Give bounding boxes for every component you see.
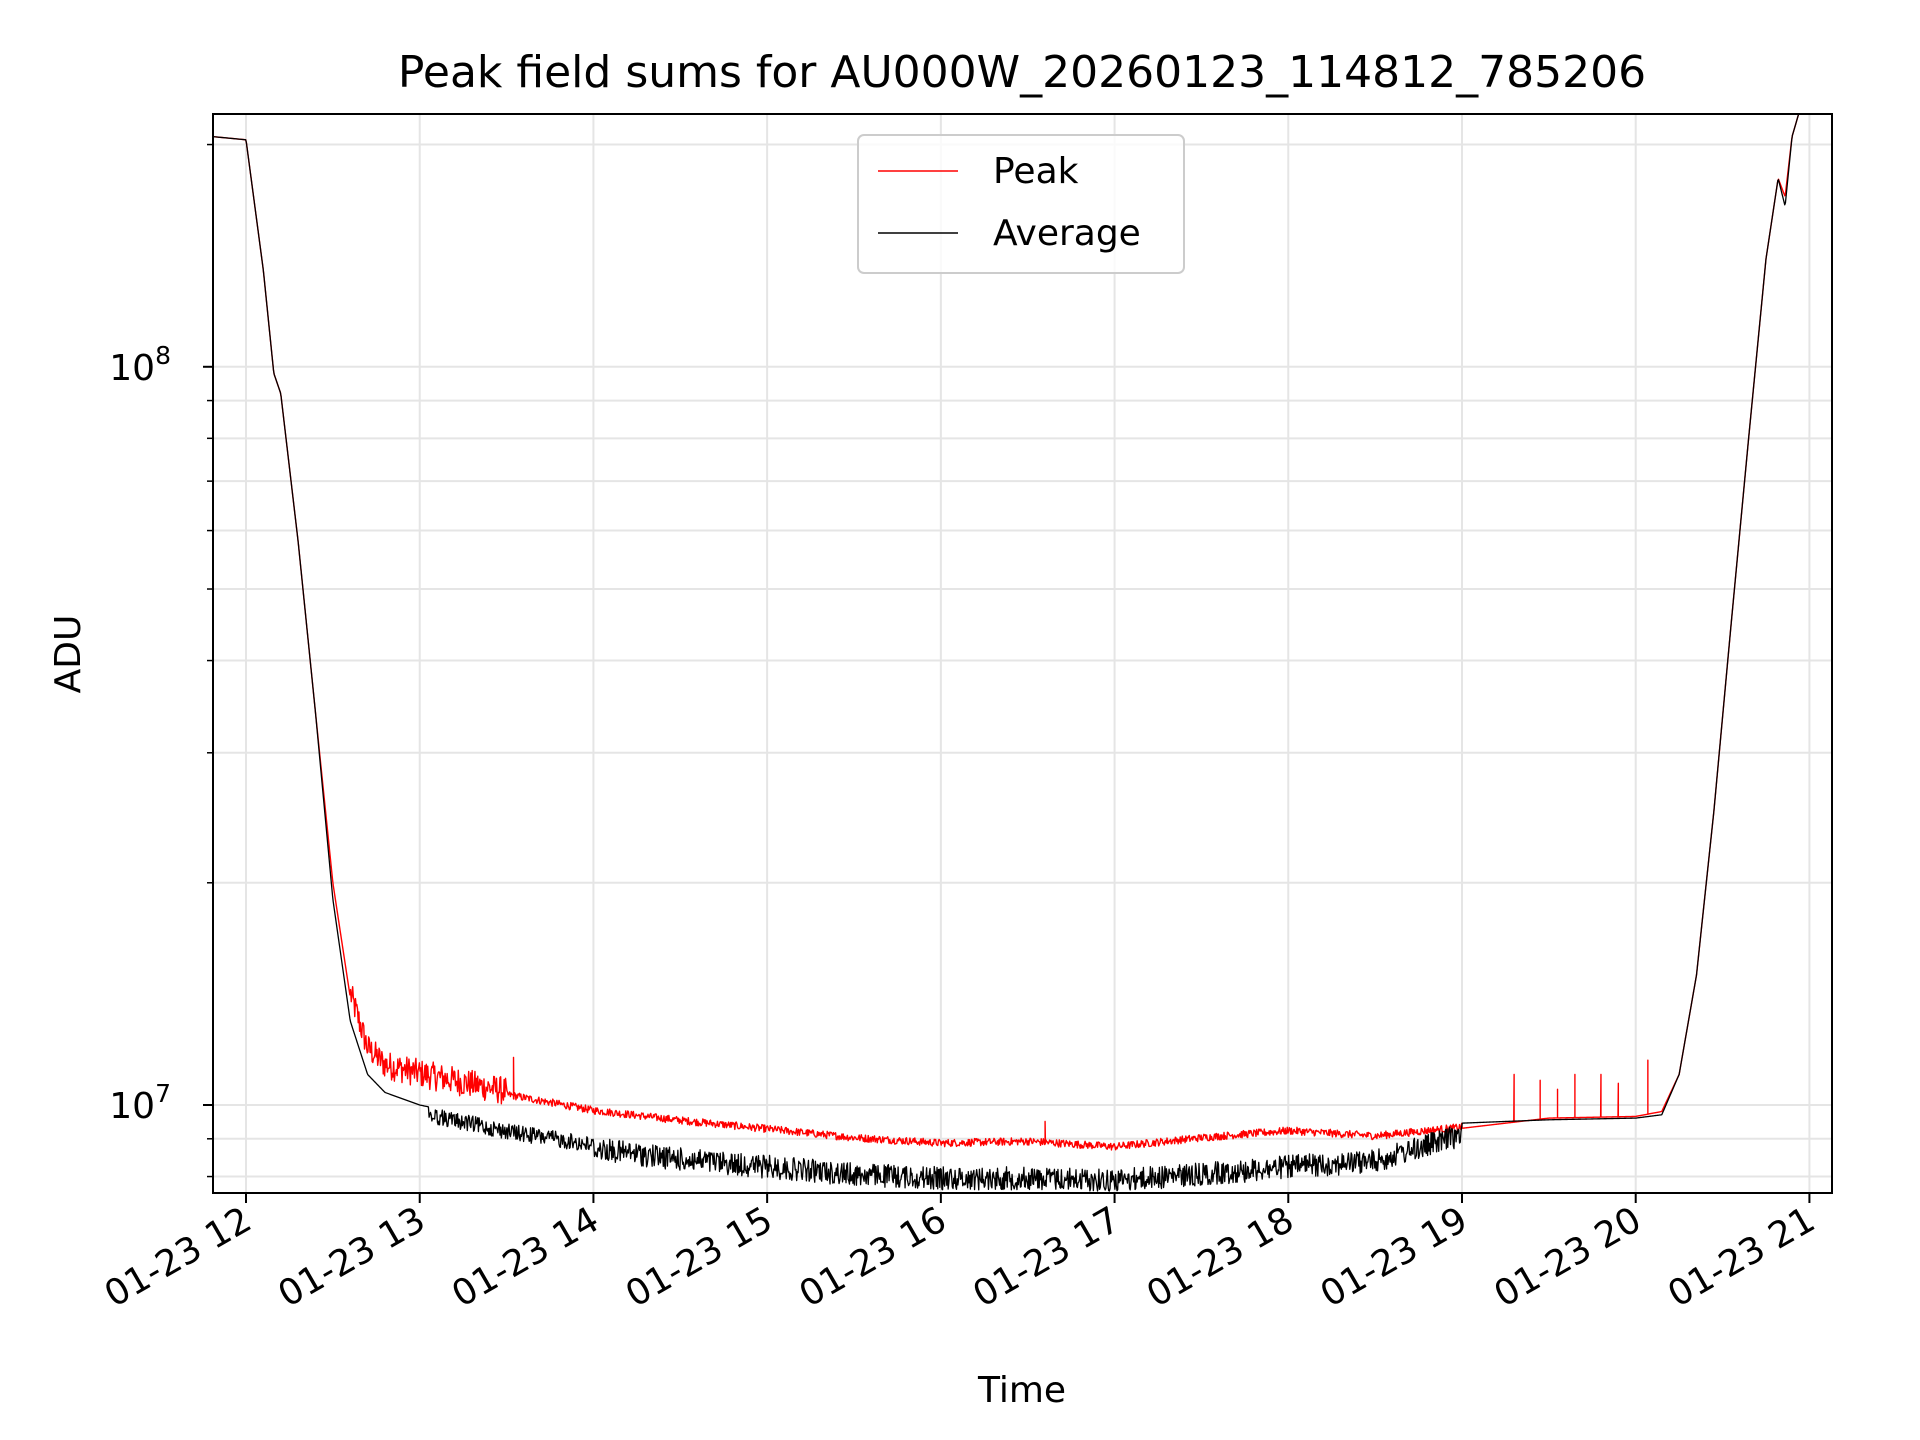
- y-tick-label-exponent: 8: [155, 341, 171, 370]
- y-axis-label: ADU: [48, 615, 89, 694]
- legend-peak-label: Peak: [993, 151, 1079, 192]
- y-tick-label-exponent: 7: [155, 1079, 171, 1108]
- series-layer: [213, 114, 1800, 1192]
- y-tick-label: 108: [109, 341, 171, 389]
- peak-series-line: [213, 114, 1800, 1151]
- chart-title: Peak field sums for AU000W_20260123_1148…: [398, 47, 1646, 98]
- legend-box: [857, 134, 1185, 274]
- average-series-line: [213, 114, 1800, 1192]
- plot-frame: [212, 113, 1833, 1194]
- y-tick-label: 107: [109, 1079, 171, 1127]
- legend-average-label: Average: [993, 213, 1141, 254]
- y-tick-label-base: 10: [109, 348, 155, 389]
- y-tick-label-base: 10: [109, 1086, 155, 1127]
- x-axis-label: Time: [977, 1370, 1066, 1411]
- legend: Peak Average: [857, 134, 1185, 274]
